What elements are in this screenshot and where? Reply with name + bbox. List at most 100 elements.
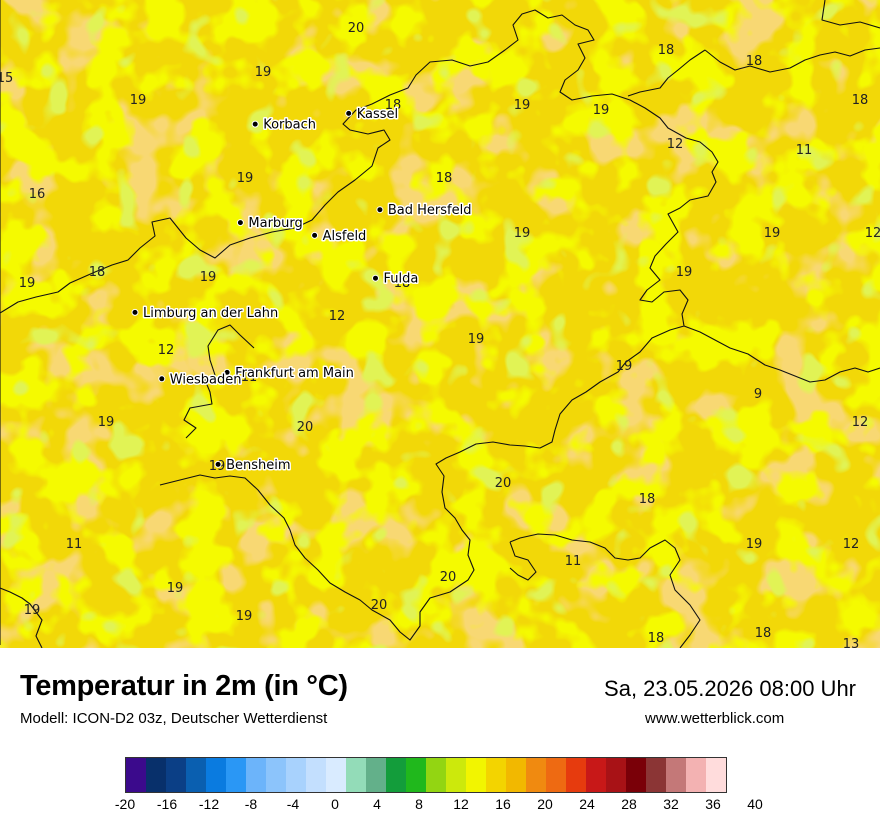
- city-name: Bad Hersfeld: [388, 203, 472, 218]
- temperature-value-label: 15: [0, 71, 13, 86]
- temperature-value-label: 18: [394, 276, 411, 291]
- city-dot: [236, 219, 244, 227]
- green-field: [0, 0, 880, 648]
- color-swatch: [426, 758, 446, 792]
- color-swatch: [186, 758, 206, 792]
- temperature-value-label: 18: [385, 98, 402, 113]
- color-swatch: [386, 758, 406, 792]
- state-borders: [0, 0, 880, 648]
- temperature-value-label: 20: [440, 570, 457, 585]
- color-swatch: [326, 758, 346, 792]
- temperature-value-label: 18: [89, 265, 106, 280]
- temperature-value-label: 18: [746, 54, 763, 69]
- temperature-value-label: 18: [639, 492, 656, 507]
- color-swatch: [286, 758, 306, 792]
- city-name: Frankfurt am Main: [235, 366, 354, 381]
- city-marker: Marburg: [236, 215, 304, 233]
- city-marker: Korbach: [251, 116, 317, 134]
- temperature-value-label: 18: [658, 43, 675, 58]
- temperature-value-label: 19: [237, 171, 254, 186]
- city-dot: [131, 308, 139, 316]
- temperature-labels: 20 15 19 19 18 19 19 18 18 18 12 11 19 18 16 19 19 12 19 18…: [0, 21, 880, 648]
- city-marker: Bensheim: [214, 456, 292, 474]
- temperature-value-label: 19: [255, 65, 272, 80]
- city-dot: [372, 274, 379, 282]
- scale-tick-label: 8: [415, 796, 423, 812]
- city-marker: Frankfurt am Main: [223, 364, 355, 382]
- map-title: Temperatur in 2m (in °C): [20, 670, 348, 702]
- city-marker: Kassel: [345, 105, 400, 123]
- color-swatch: [526, 758, 546, 792]
- color-swatch: [626, 758, 646, 792]
- temperature-value-label: 20: [297, 420, 314, 435]
- city-marker: Fulda: [372, 270, 420, 288]
- color-swatch: [506, 758, 526, 792]
- city-name: Wiesbaden: [170, 372, 242, 387]
- temperature-value-label: 12: [667, 137, 684, 152]
- scale-tick-label: -8: [244, 796, 258, 812]
- color-swatch: [606, 758, 626, 792]
- valid-datetime: Sa, 23.05.2026 08:00 Uhr: [604, 676, 856, 701]
- temperature-value-label: 19: [130, 93, 147, 108]
- scale-tick-label: 20: [537, 796, 553, 812]
- scale-tick-label: 32: [663, 796, 679, 812]
- color-swatch: [266, 758, 286, 792]
- temperature-value-label: 19: [19, 276, 36, 291]
- city-dot: [251, 120, 259, 128]
- city-dot: [311, 231, 319, 239]
- border-hesse-west-north: [0, 0, 719, 645]
- border-south-west: [0, 587, 43, 648]
- temperature-value-label: 18: [852, 93, 869, 108]
- city-marker: Wiesbaden: [158, 371, 243, 389]
- color-swatch: [306, 758, 326, 792]
- color-swatch: [566, 758, 586, 792]
- scale-tick-label: 12: [453, 796, 469, 812]
- border-east-south: [683, 325, 880, 383]
- color-swatch: [366, 758, 386, 792]
- color-swatch: [586, 758, 606, 792]
- color-swatch: [646, 758, 666, 792]
- city-dot: [345, 109, 353, 117]
- scale-tick-label: 28: [621, 796, 637, 812]
- scale-tick-label: 0: [331, 796, 339, 812]
- scale-tick-label: 24: [579, 796, 595, 812]
- city-dot: [376, 206, 384, 214]
- city-markers: Kassel Korbach Bad Hersfeld Marburg Alsfeld F…: [131, 105, 473, 474]
- city-dot: [158, 375, 166, 383]
- temperature-value-label: 16: [29, 187, 46, 202]
- city-dot: [223, 368, 231, 376]
- temperature-value-label: 11: [796, 143, 813, 158]
- temperature-value-label: 11: [66, 537, 83, 552]
- color-swatch: [166, 758, 186, 792]
- city-marker: Bad Hersfeld: [376, 202, 473, 220]
- city-name: Bensheim: [226, 458, 290, 473]
- color-swatch: [126, 758, 146, 792]
- city-name: Kassel: [357, 107, 398, 122]
- temperature-value-label: 12: [329, 309, 346, 324]
- temperature-value-label: 12: [852, 415, 869, 430]
- color-swatch: [346, 758, 366, 792]
- color-swatch: [686, 758, 706, 792]
- scale-tick-label: 16: [495, 796, 511, 812]
- temperature-map: 20 15 19 19 18 19 19 18 18 18 12 11 19 18 16 19 19 12 19 18…: [0, 0, 880, 648]
- city-name: Korbach: [263, 118, 316, 133]
- scale-tick-label: -4: [286, 796, 300, 812]
- color-swatch: [246, 758, 266, 792]
- legend-footer: Temperatur in 2m (in °C) Modell: ICON-D2…: [0, 648, 880, 830]
- temperature-value-label: 12: [865, 226, 880, 241]
- temperature-value-label: 18: [648, 631, 665, 646]
- website-link[interactable]: www.wetterblick.com: [645, 710, 785, 727]
- temperature-value-label: 9: [754, 387, 762, 402]
- color-swatch: [486, 758, 506, 792]
- temperature-value-label: 20: [348, 21, 365, 36]
- scale-tick-label: -20: [114, 796, 136, 812]
- city-marker: Limburg an der Lahn: [131, 304, 280, 322]
- temperature-value-label: 19: [200, 270, 217, 285]
- temperature-value-label: 18: [755, 626, 772, 641]
- scale-tick-label: 36: [705, 796, 721, 812]
- border-south-main: [509, 533, 701, 648]
- map-canvas: 20 15 19 19 18 19 19 18 18 18 12 11 19 18 16 19 19 12 19 18…: [0, 0, 880, 648]
- color-swatch: [666, 758, 686, 792]
- temperature-value-label: 19: [593, 103, 610, 118]
- color-swatch: [706, 758, 726, 792]
